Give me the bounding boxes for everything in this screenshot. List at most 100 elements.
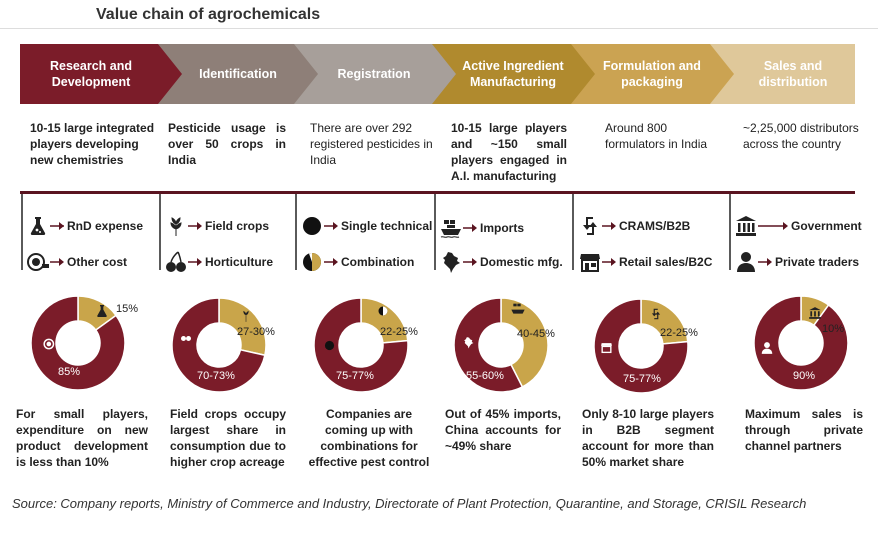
- donut-4-slice-2: [453, 297, 524, 393]
- donut-2-slice-2: [171, 297, 266, 393]
- segment-1-item-2-label: Other cost: [67, 255, 128, 269]
- arrow-right-icon: [463, 224, 477, 232]
- note-1: For small players, expenditure on new pr…: [16, 407, 148, 469]
- stage-label-registration: Registration: [337, 67, 411, 81]
- shop-icon: [580, 254, 600, 272]
- stage-description-3: There are over 292 registered pesticides…: [310, 121, 433, 167]
- arrow-right-icon: [324, 222, 338, 230]
- segment-6-item-1-label: Government: [791, 219, 862, 233]
- source-note: Source: Company reports, Ministry of Com…: [12, 496, 807, 511]
- cherries-icon: [181, 336, 191, 341]
- cherries-icon: [166, 251, 186, 272]
- donut-3-label-2: 75-77%: [336, 370, 374, 382]
- arrow-right-icon: [188, 222, 202, 230]
- shop-icon: [601, 343, 612, 354]
- stage-description-2: Pesticide usage is over 50 crops in Indi…: [168, 121, 286, 167]
- segment-4-item-2: Domestic mfg.: [439, 250, 563, 274]
- stage-chevron-1: [20, 44, 184, 104]
- stage-chevron-2: [158, 44, 320, 104]
- segment-2-item-1-label: Field crops: [205, 219, 270, 233]
- segment-1-item-1-label: RnD expense: [67, 219, 144, 233]
- stage-description-4: 10-15 large players and ~150 small playe…: [451, 121, 567, 183]
- flask-icon: [97, 305, 107, 317]
- donut-3-label-1: 22-25%: [380, 326, 418, 338]
- arrow-right-icon: [50, 222, 64, 230]
- donut-6-label-2: 90%: [793, 370, 816, 382]
- segment-3-item-1-label: Single technical: [341, 219, 433, 233]
- donut-1-slice-2: [30, 295, 126, 391]
- note-2: Field crops occupy largest share in cons…: [170, 407, 286, 469]
- arrow-right-icon: [188, 258, 202, 266]
- arrow-right-icon: [324, 258, 338, 266]
- donut-5-label-1: 22-25%: [660, 327, 698, 339]
- segment-5-item-2: Retail sales/B2C: [578, 250, 712, 274]
- title-underline: [0, 28, 878, 29]
- segment-5-item-1-label: CRAMS/B2B: [619, 219, 691, 233]
- half-circle-icon: [303, 252, 321, 271]
- category-connectors: [21, 194, 731, 270]
- note-3: Companies are coming up with combination…: [308, 407, 430, 469]
- stage-label-identification: Identification: [199, 67, 277, 81]
- exchange-arrows-icon: [583, 217, 597, 235]
- donut-4-label-2: 55-60%: [466, 370, 504, 382]
- segment-6-item-2: Private traders: [734, 250, 859, 274]
- stage-description-1: 10-15 large integrated players developin…: [30, 121, 155, 167]
- donut-2-label-2: 70-73%: [197, 370, 235, 382]
- donut-6-label-1: 10%: [822, 323, 845, 335]
- segment-6-item-1: Government: [734, 214, 862, 238]
- note-6: Maximum sales is through private channel…: [745, 407, 863, 453]
- donut-1-label-2: 85%: [58, 366, 81, 378]
- stage-chevron-6: [710, 44, 855, 104]
- segment-4-item-1: Imports: [439, 216, 524, 240]
- flask-icon: [30, 217, 46, 235]
- segment-2-item-2: Horticulture: [164, 250, 273, 274]
- coins-icon: [43, 338, 55, 350]
- ship-icon: [511, 303, 525, 314]
- stage-description-6: ~2,25,000 distributors across the countr…: [743, 121, 859, 151]
- stage-label-formulation: Formulation and packaging: [603, 59, 701, 89]
- stage-label-research: Research and Development: [50, 59, 132, 89]
- note-4: Out of 45% imports, China accounts for ~…: [445, 407, 561, 453]
- stage-chevron-3: [294, 44, 458, 104]
- india-map-icon: [464, 337, 474, 349]
- segment-4-item-1-label: Imports: [480, 221, 525, 235]
- arrow-right-icon: [463, 258, 477, 266]
- page-title: Value chain of agrochemicals: [96, 6, 321, 23]
- segment-3-item-2-label: Combination: [341, 255, 415, 269]
- segment-5-item-2-label: Retail sales/B2C: [619, 255, 713, 269]
- note-5: Only 8-10 large players in B2B segment a…: [582, 407, 714, 469]
- person-icon: [761, 342, 773, 354]
- donut-4-label-1: 40-45%: [517, 328, 555, 340]
- donut-6-slice-2: [753, 295, 849, 391]
- donut-2-label-1: 27-30%: [237, 326, 275, 338]
- stage-label-sales: Sales and distribution: [758, 59, 828, 89]
- wheat-icon: [243, 310, 249, 322]
- ship-icon: [440, 220, 461, 238]
- arrow-right-icon: [758, 222, 788, 230]
- building-icon: [736, 216, 756, 236]
- donut-5-label-2: 75-77%: [623, 373, 661, 385]
- segment-4-item-2-label: Domestic mfg.: [480, 255, 563, 269]
- india-map-icon: [443, 252, 460, 273]
- segment-1-item-1: RnD expense: [26, 214, 143, 238]
- share-donut-charts: [30, 295, 849, 394]
- segment-1-item-2: Other cost: [26, 250, 127, 274]
- building-icon: [809, 307, 821, 319]
- segment-2-item-2-label: Horticulture: [205, 255, 274, 269]
- exchange-arrows-icon: [651, 308, 661, 320]
- section-divider: [20, 191, 855, 194]
- stage-description-5: Around 800 formulators in India: [605, 121, 708, 151]
- black-circle-icon: [303, 217, 321, 235]
- arrow-right-icon: [602, 258, 616, 266]
- black-circle-icon: [324, 340, 335, 351]
- half-circle-icon: [378, 306, 388, 316]
- arrow-right-icon: [50, 258, 64, 266]
- wheat-icon: [170, 217, 182, 236]
- segment-2-item-1: Field crops: [164, 214, 269, 238]
- segment-6-item-2-label: Private traders: [775, 255, 860, 269]
- segment-3-item-2: Combination: [300, 250, 414, 274]
- coins-icon: [27, 253, 49, 271]
- donut-3-slice-2: [313, 297, 409, 393]
- stage-chevron-4: [432, 44, 597, 104]
- segment-3-item-1: Single technical: [300, 214, 432, 238]
